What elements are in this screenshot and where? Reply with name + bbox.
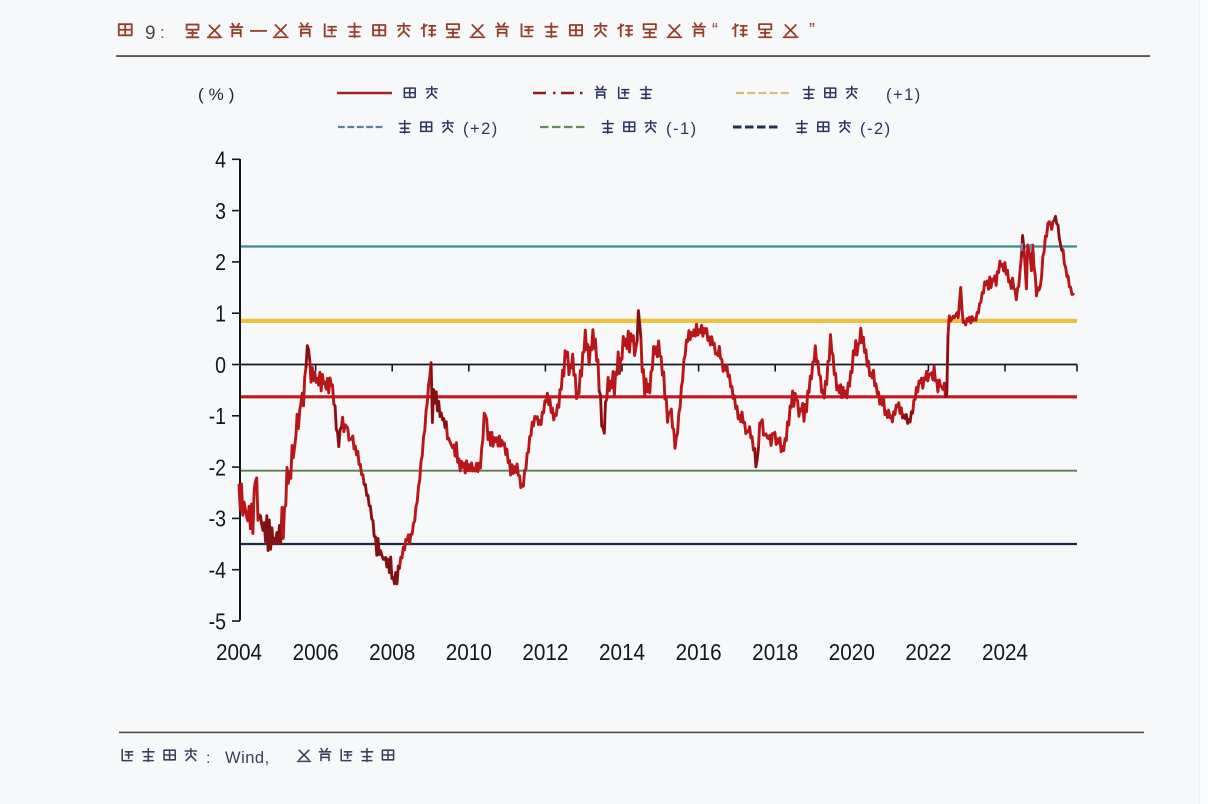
svg-text:2020: 2020 <box>829 639 875 665</box>
svg-text:2004: 2004 <box>216 639 262 665</box>
svg-text:2024: 2024 <box>982 639 1028 665</box>
svg-text:(-1): (-1) <box>666 120 698 138</box>
svg-text:2: 2 <box>215 250 226 276</box>
svg-text:4: 4 <box>215 147 226 173</box>
svg-text:-4: -4 <box>209 558 226 584</box>
svg-text:-1: -1 <box>209 404 226 430</box>
svg-text:(-2): (-2) <box>860 120 892 138</box>
svg-text:2010: 2010 <box>446 639 492 665</box>
svg-text:2018: 2018 <box>752 639 798 665</box>
svg-text:1: 1 <box>215 301 226 327</box>
svg-text:(+1): (+1) <box>886 86 922 104</box>
svg-text:2016: 2016 <box>676 639 722 665</box>
svg-text:”: ” <box>809 20 815 40</box>
svg-text:2014: 2014 <box>599 639 645 665</box>
svg-text:3: 3 <box>215 198 226 224</box>
svg-text:(+2): (+2) <box>463 120 499 138</box>
svg-text:Wind,: Wind, <box>225 749 270 767</box>
svg-text:2006: 2006 <box>293 639 339 665</box>
svg-text:(%): (%) <box>198 85 239 104</box>
svg-text:2022: 2022 <box>905 639 951 665</box>
svg-text:-2: -2 <box>209 455 226 481</box>
svg-text::: : <box>206 750 210 767</box>
svg-text::: : <box>160 23 165 42</box>
svg-text:-5: -5 <box>209 609 226 635</box>
svg-text:-3: -3 <box>209 506 226 532</box>
svg-text:0: 0 <box>215 352 226 378</box>
svg-text:9: 9 <box>145 23 156 44</box>
svg-text:“: “ <box>712 20 718 40</box>
svg-text:2008: 2008 <box>369 639 415 665</box>
svg-text:2012: 2012 <box>522 639 568 665</box>
